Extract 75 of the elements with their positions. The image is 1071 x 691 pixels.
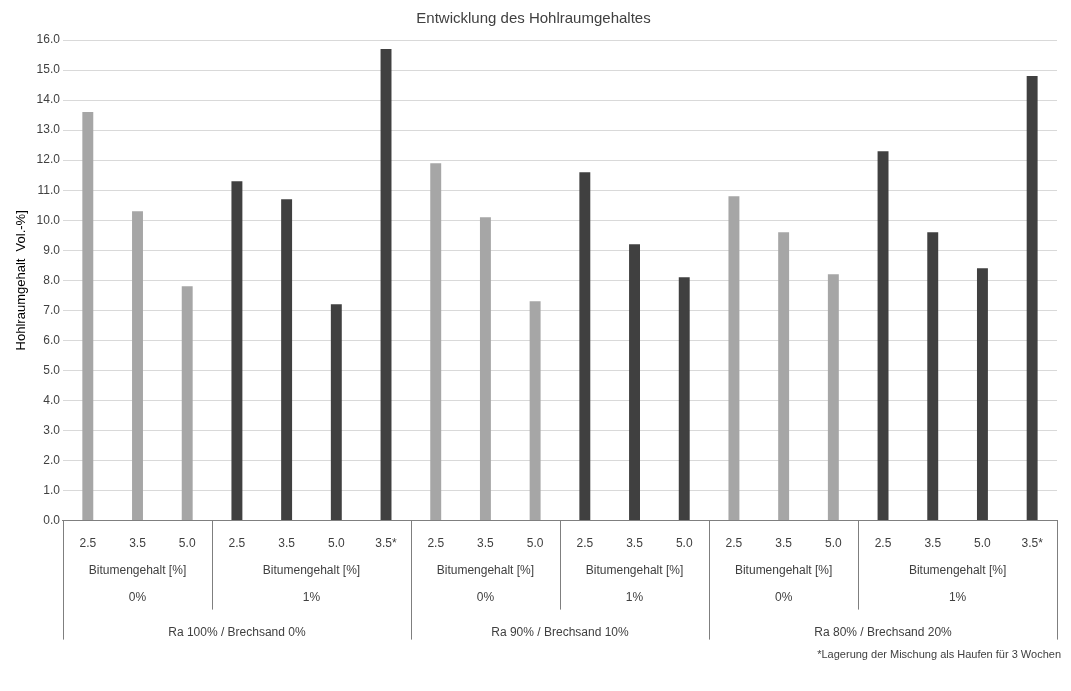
bar [82,112,94,521]
x-tick-label: 3.5* [1021,536,1044,551]
bar [629,244,640,521]
x-tick-label: 5.0 [974,536,992,551]
y-tick-label: 13.0 [36,122,61,137]
bar [877,151,889,521]
x-tick-label: 3.5* [375,536,398,551]
text: *Lagerung der Mischung als Haufen für 3 Wochen [817,647,1061,660]
bar [579,172,591,521]
bar [827,274,839,521]
bar [479,217,491,521]
x-tick-label: 2.5 [874,536,892,551]
y-tick-label: 8.0 [43,272,61,287]
x-tick-label: 3.5 [477,536,495,551]
y-tick-label: 12.0 [36,152,61,167]
bar [380,49,392,521]
bar [330,304,342,521]
y-tick-label: 11.0 [37,182,61,197]
text: 1% [948,589,967,604]
x-tick-label: 2.5 [79,536,97,551]
x-tick-label: 5.0 [526,536,544,551]
y-tick-label: 2.0 [43,452,61,467]
y-tick-label: 4.0 [43,392,61,407]
y-tick-label: 10.0 [36,212,61,227]
bar [927,232,939,521]
bar [778,232,790,521]
text: Bitumengehalt [%] [436,562,535,577]
text: Ra 90% / Brechsand 10% [491,624,630,639]
y-tick-label: 0.0 [43,512,61,527]
x-tick-label: 2.5 [427,536,445,551]
x-tick-label: 3.5 [129,536,147,551]
bar [976,268,988,521]
x-tick-label: 3.5 [278,536,296,551]
text: 1% [302,589,321,604]
x-tick-label: 3.5 [775,536,793,551]
x-tick-label: 2.5 [725,536,743,551]
bar [529,301,541,521]
x-tick-label: 5.0 [178,536,196,551]
bar [231,181,243,521]
x-tick-label: 2.5 [576,536,594,551]
text: 0% [128,589,147,604]
y-tick-label: 1.0 [43,482,61,497]
y-tick-label: 7.0 [43,302,61,317]
y-tick-label: 3.0 [43,422,61,437]
y-tick-label: 14.0 [36,92,61,107]
bar [678,277,690,521]
text: Bitumengehalt [%] [908,562,1007,577]
bar [281,199,293,521]
x-tick-label: 3.5 [626,536,644,551]
text: 1% [625,589,644,604]
text: 0% [774,589,793,604]
bar [1026,76,1038,521]
y-axis-title: Hohlraumgehalt Vol.-%] [13,210,29,351]
bar [132,211,143,521]
text: Ra 80% / Brechsand 20% [814,624,953,639]
x-tick-label: 5.0 [327,536,345,551]
text: Bitumengehalt [%] [88,562,187,577]
chart-title: Entwicklung des Hohlraumgehaltes [416,9,651,27]
text: Bitumengehalt [%] [734,562,833,577]
text: 0% [476,589,495,604]
x-tick-label: 3.5 [924,536,942,551]
y-tick-label: 5.0 [43,362,61,377]
x-tick-label: 5.0 [675,536,693,551]
y-tick-label: 16.0 [36,32,61,47]
bar [181,286,193,521]
x-tick-label: 5.0 [825,536,842,551]
x-tick-label: 2.5 [228,536,246,551]
text: Bitumengehalt [%] [262,562,361,577]
bar [728,196,740,521]
y-tick-label: 15.0 [36,62,61,77]
bar [430,163,442,521]
text: Bitumengehalt [%] [585,562,684,577]
y-tick-label: 6.0 [43,332,61,347]
y-tick-label: 9.0 [43,242,61,257]
text: Ra 100% / Brechsand 0% [168,624,306,639]
